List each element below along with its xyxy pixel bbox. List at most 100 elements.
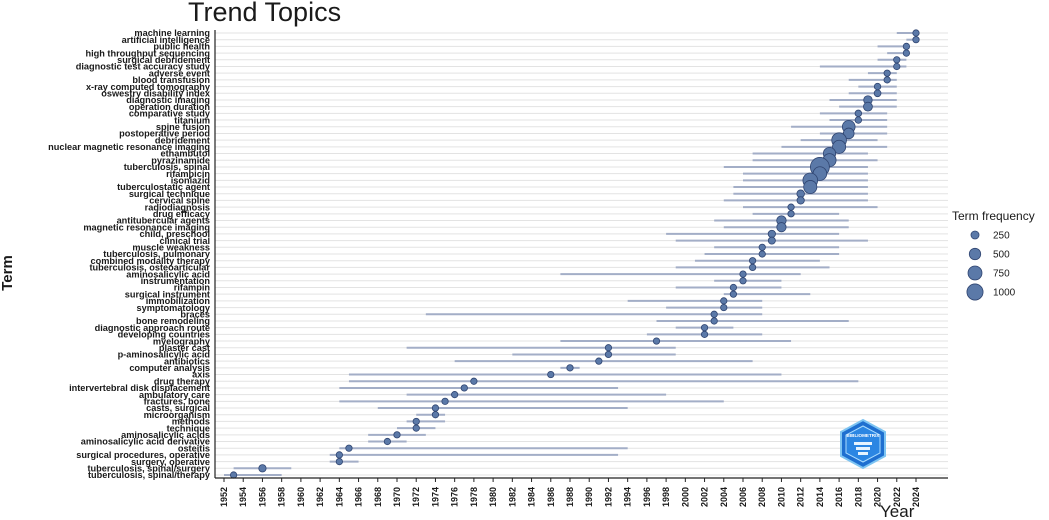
x-tick-label: 2014 bbox=[815, 487, 825, 507]
x-tick-label: 1962 bbox=[315, 487, 325, 507]
x-tick-label: 2024 bbox=[911, 487, 921, 507]
term-label: surgical instrument bbox=[125, 289, 210, 299]
term-label: instrumentation bbox=[141, 276, 211, 286]
term-label: surgical debridement bbox=[117, 55, 210, 65]
term-point bbox=[345, 444, 353, 452]
term-point bbox=[595, 357, 603, 365]
term-label: aminosalicylic acid bbox=[126, 269, 210, 279]
x-axis-ticks: 1952 1954 1956 1958 1960 1962 1964 1966 1968 1970… bbox=[219, 478, 921, 507]
term-label: aminosalicylic acid derivative bbox=[81, 437, 210, 447]
term-label: ambulatory care bbox=[139, 390, 210, 400]
term-point bbox=[652, 337, 661, 345]
term-label: ethambutol bbox=[160, 149, 210, 159]
term-label: tuberculostatic agent bbox=[117, 182, 210, 192]
legend-swatch bbox=[970, 230, 980, 240]
x-tick-label: 1956 bbox=[257, 487, 267, 507]
term-label: casts, surgical bbox=[146, 403, 210, 413]
term-label: comparative study bbox=[129, 109, 211, 119]
x-tick-label: 1978 bbox=[469, 487, 479, 507]
x-tick-label: 1964 bbox=[334, 487, 344, 507]
term-label: drug efficacy bbox=[153, 209, 211, 219]
x-tick-label: 1976 bbox=[450, 487, 460, 507]
term-point bbox=[832, 139, 847, 154]
term-label: diagnostic imaging bbox=[126, 95, 210, 105]
term-label: surgery, operative bbox=[131, 457, 210, 467]
term-label: p-aminosalicylic acid bbox=[118, 350, 210, 360]
term-point bbox=[893, 62, 901, 71]
x-tick-label: 1988 bbox=[565, 487, 575, 507]
term-point bbox=[883, 76, 891, 84]
x-tick-label: 1952 bbox=[219, 487, 229, 507]
legend-label: 1000 bbox=[993, 288, 1016, 299]
term-label: diagnostic approach route bbox=[95, 323, 210, 333]
svg-text:BIBLIOMETRIX: BIBLIOMETRIX bbox=[847, 433, 881, 438]
term-label: x-ray computed tomography bbox=[86, 82, 211, 92]
x-tick-label: 2018 bbox=[853, 487, 863, 507]
x-tick-label: 1958 bbox=[277, 487, 287, 507]
legend-swatch bbox=[968, 247, 982, 261]
x-tick-label: 1982 bbox=[507, 487, 517, 507]
term-label: high throughput sequencing bbox=[85, 48, 210, 58]
x-tick-label: 2000 bbox=[680, 487, 690, 507]
term-point bbox=[854, 116, 863, 124]
x-tick-label: 1972 bbox=[411, 487, 421, 507]
term-label: surgical technique bbox=[129, 189, 210, 199]
term-point bbox=[431, 411, 440, 419]
legend-swatch bbox=[966, 283, 984, 301]
term-point bbox=[412, 424, 420, 432]
x-tick-label: 2022 bbox=[892, 487, 902, 507]
term-point bbox=[854, 109, 863, 118]
term-label: antitubercular agents bbox=[117, 216, 210, 226]
legend-swatch bbox=[967, 265, 983, 281]
term-point bbox=[767, 229, 776, 238]
term-point bbox=[604, 344, 613, 352]
term-point bbox=[883, 69, 891, 77]
term-label: plaster cast bbox=[159, 343, 210, 353]
term-label: tuberculosis, spinal bbox=[124, 162, 210, 172]
x-tick-label: 1970 bbox=[392, 487, 402, 507]
term-point bbox=[739, 270, 747, 278]
term-label: isoniazid bbox=[171, 176, 210, 186]
term-label: microorganism bbox=[144, 410, 210, 420]
term-label: aminosalicylic acids bbox=[121, 430, 210, 440]
term-label: braces bbox=[180, 309, 210, 319]
term-point bbox=[902, 49, 910, 57]
term-point bbox=[230, 471, 238, 479]
term-label: adverse event bbox=[149, 68, 210, 78]
x-tick-label: 2020 bbox=[873, 487, 883, 507]
term-point bbox=[796, 196, 805, 205]
legend-label: 750 bbox=[993, 269, 1010, 280]
term-point bbox=[842, 127, 855, 140]
term-label: cervical spine bbox=[149, 196, 210, 206]
term-label: bone remodeling bbox=[136, 316, 210, 326]
term-label: blood transfusion bbox=[132, 75, 210, 85]
term-label: axis bbox=[192, 370, 210, 380]
data-points bbox=[230, 29, 920, 479]
term-point bbox=[787, 203, 795, 211]
term-point bbox=[710, 317, 718, 325]
x-tick-label: 1960 bbox=[296, 487, 306, 507]
term-label: symptomatology bbox=[136, 303, 210, 313]
term-label: computer analysis bbox=[129, 363, 210, 373]
term-point bbox=[729, 290, 737, 298]
term-point bbox=[460, 384, 468, 392]
term-point bbox=[547, 370, 555, 379]
chart-title: Trend Topics bbox=[188, 0, 341, 27]
x-tick-label: 2004 bbox=[719, 487, 729, 507]
term-point bbox=[776, 222, 787, 233]
term-label: tuberculosis, spinal/therapy bbox=[88, 470, 211, 480]
x-tick-label: 2002 bbox=[700, 487, 710, 507]
legend-label: 250 bbox=[993, 231, 1010, 242]
x-tick-label: 2010 bbox=[776, 487, 786, 507]
term-label: postoperative period bbox=[119, 129, 210, 139]
term-point bbox=[710, 310, 718, 318]
term-point bbox=[758, 250, 766, 258]
term-point bbox=[441, 397, 449, 405]
term-point bbox=[700, 330, 709, 338]
term-label: tuberculosis, pulmonary bbox=[103, 249, 211, 259]
term-point bbox=[912, 36, 920, 44]
x-tick-label: 1974 bbox=[430, 487, 440, 507]
term-label: immobilization bbox=[146, 296, 211, 306]
x-tick-label: 1994 bbox=[623, 487, 633, 507]
